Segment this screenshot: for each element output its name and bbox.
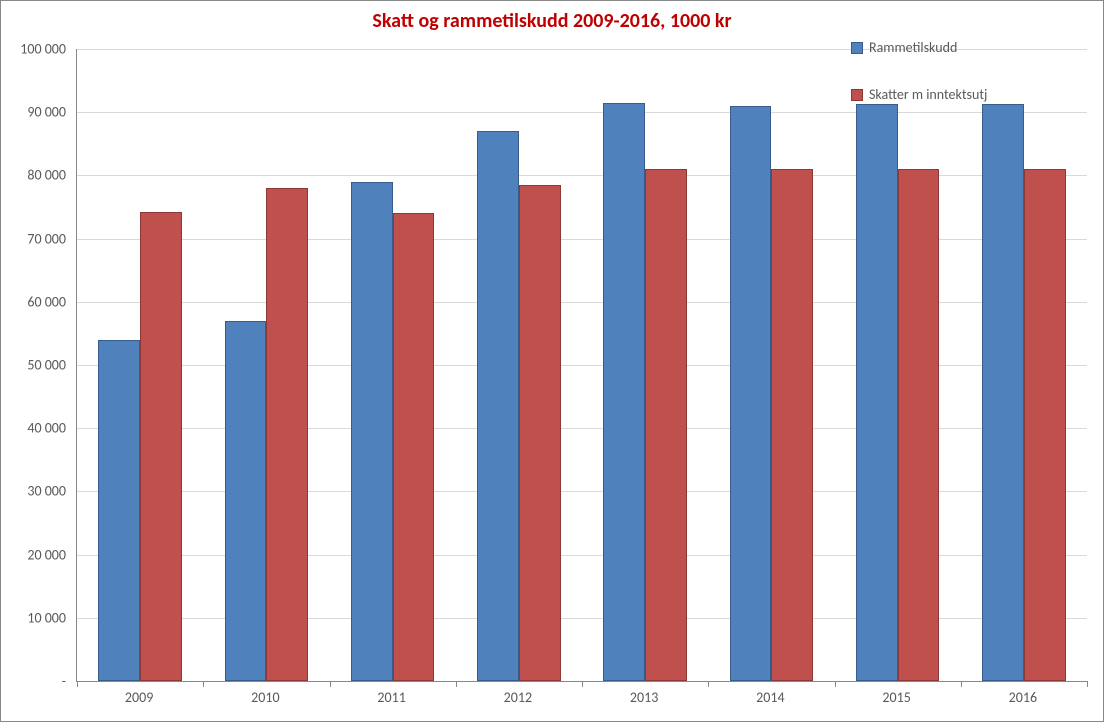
chart-container: Skatt og rammetilskudd 2009-2016, 1000 k… bbox=[0, 0, 1104, 722]
bar-rammetilskudd-2011 bbox=[351, 182, 393, 681]
bar-skatter-m-inntektsutj-2016 bbox=[1024, 169, 1066, 681]
legend: Rammetilskudd Skatter m inntektsutj bbox=[851, 39, 987, 133]
bar-rammetilskudd-2014 bbox=[730, 106, 772, 681]
y-axis-label: 60 000 bbox=[1, 293, 66, 310]
y-axis-label: 80 000 bbox=[1, 167, 66, 184]
legend-swatch bbox=[851, 42, 863, 54]
x-tick-mark bbox=[835, 681, 836, 687]
bar-rammetilskudd-2012 bbox=[477, 131, 519, 681]
legend-label: Rammetilskudd bbox=[869, 39, 957, 56]
y-axis-label: 20 000 bbox=[1, 546, 66, 563]
bar-rammetilskudd-2015 bbox=[856, 104, 898, 681]
x-axis-label: 2016 bbox=[1009, 689, 1037, 706]
y-axis-label: 30 000 bbox=[1, 483, 66, 500]
y-axis-label: 100 000 bbox=[1, 41, 66, 58]
x-axis-label: 2013 bbox=[630, 689, 658, 706]
plot-area bbox=[76, 49, 1087, 682]
y-axis-label: 90 000 bbox=[1, 104, 66, 121]
x-axis-label: 2009 bbox=[125, 689, 153, 706]
x-axis-label: 2011 bbox=[377, 689, 405, 706]
x-tick-mark bbox=[77, 681, 78, 687]
bar-skatter-m-inntektsutj-2014 bbox=[771, 169, 813, 681]
x-axis-label: 2012 bbox=[504, 689, 532, 706]
x-tick-mark bbox=[203, 681, 204, 687]
y-axis-label: - bbox=[1, 673, 66, 690]
x-axis-label: 2014 bbox=[756, 689, 784, 706]
bar-rammetilskudd-2009 bbox=[98, 340, 140, 681]
legend-item: Rammetilskudd bbox=[851, 39, 987, 56]
bar-rammetilskudd-2010 bbox=[225, 321, 267, 681]
x-axis-label: 2010 bbox=[251, 689, 279, 706]
y-axis-label: 40 000 bbox=[1, 420, 66, 437]
bar-rammetilskudd-2016 bbox=[982, 104, 1024, 681]
chart-title: Skatt og rammetilskudd 2009-2016, 1000 k… bbox=[1, 9, 1103, 33]
x-tick-mark bbox=[330, 681, 331, 687]
legend-item: Skatter m inntektsutj bbox=[851, 86, 987, 103]
bar-skatter-m-inntektsutj-2013 bbox=[645, 169, 687, 681]
y-axis-label: 10 000 bbox=[1, 609, 66, 626]
legend-label: Skatter m inntektsutj bbox=[869, 86, 987, 103]
x-tick-mark bbox=[582, 681, 583, 687]
x-tick-mark bbox=[961, 681, 962, 687]
x-axis-label: 2015 bbox=[882, 689, 910, 706]
x-tick-mark bbox=[708, 681, 709, 687]
x-tick-mark bbox=[456, 681, 457, 687]
bar-skatter-m-inntektsutj-2015 bbox=[898, 169, 940, 681]
bar-skatter-m-inntektsutj-2009 bbox=[140, 212, 182, 681]
legend-swatch bbox=[851, 89, 863, 101]
bar-skatter-m-inntektsutj-2010 bbox=[266, 188, 308, 681]
y-axis-label: 50 000 bbox=[1, 357, 66, 374]
bar-skatter-m-inntektsutj-2011 bbox=[393, 213, 435, 681]
bar-skatter-m-inntektsutj-2012 bbox=[519, 185, 561, 681]
x-tick-mark bbox=[1087, 681, 1088, 687]
bar-rammetilskudd-2013 bbox=[603, 103, 645, 681]
y-axis-label: 70 000 bbox=[1, 230, 66, 247]
